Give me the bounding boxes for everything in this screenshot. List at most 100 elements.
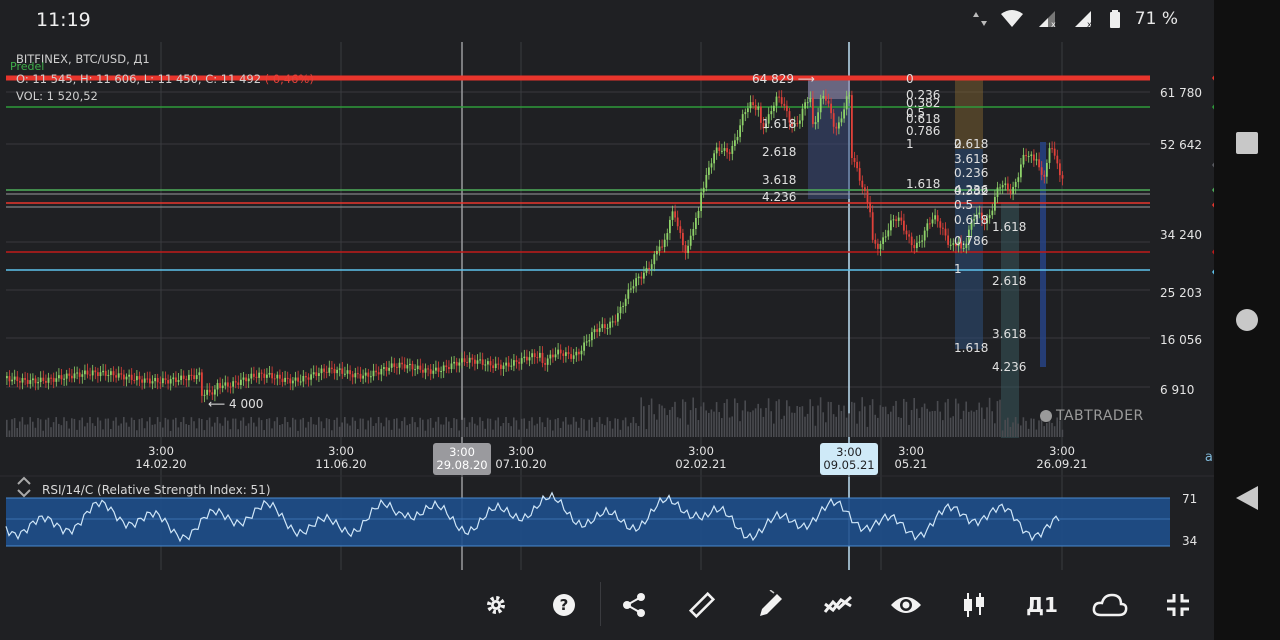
volume-bar <box>383 426 385 437</box>
volume-bar <box>960 419 962 437</box>
tick-date: 26.09.21 <box>1036 457 1088 471</box>
volume-bar <box>492 429 494 437</box>
volume-bar <box>219 423 221 437</box>
volume-bar <box>97 417 99 437</box>
volume-bar <box>869 405 871 437</box>
volume-bar <box>437 417 440 437</box>
volume-bar <box>536 423 538 437</box>
volume-bar <box>276 417 278 437</box>
price-chart[interactable] <box>0 42 1214 570</box>
volume-bar <box>791 412 793 437</box>
cloud-button[interactable] <box>1092 588 1128 622</box>
volume-bar <box>453 418 455 437</box>
volume-bar <box>312 424 315 437</box>
help-button[interactable]: ? <box>546 588 582 622</box>
volume-bar <box>55 417 57 437</box>
android-nav-bar <box>1214 0 1280 640</box>
recents-button[interactable] <box>1214 120 1280 166</box>
volume-bar <box>115 417 117 437</box>
volume-bar <box>609 421 611 437</box>
volume-bar <box>1020 425 1022 437</box>
volume-bar <box>895 400 897 437</box>
volume-bar <box>817 405 819 437</box>
volume-bar <box>910 410 913 437</box>
volume-bar <box>448 421 450 437</box>
battery-level: 71 % <box>1134 9 1178 29</box>
visibility-button[interactable] <box>888 588 924 622</box>
volume-bar <box>461 419 463 437</box>
volume-bar <box>45 419 47 437</box>
volume-bar <box>245 425 247 437</box>
volume-bar <box>871 399 874 437</box>
candles-icon <box>964 593 984 617</box>
volume-bar <box>263 430 265 437</box>
volume-bar <box>479 417 481 437</box>
volume-bar <box>84 426 86 437</box>
fib-level-right-b: 4.236 <box>992 360 1027 374</box>
volume-bar <box>91 423 94 437</box>
fib-level-main: 0.236 <box>906 88 941 102</box>
volume-bar <box>1014 417 1017 437</box>
timeframe-button[interactable]: Д1 <box>1024 588 1060 622</box>
volume-bar <box>346 423 349 437</box>
volume-bar <box>149 417 151 437</box>
volume-bar <box>481 420 484 437</box>
volume-bar <box>663 408 666 437</box>
volume-bar <box>336 417 338 437</box>
marker-time: 3:00 <box>836 445 862 459</box>
back-button[interactable] <box>1214 475 1280 521</box>
volume-bar <box>266 418 268 437</box>
crosshair-date-marker[interactable]: 3:00 09.05.21 <box>820 443 878 475</box>
volume-bar <box>432 427 434 437</box>
volume-bar <box>598 417 601 437</box>
volume-bar <box>1007 417 1009 437</box>
volume-bar <box>341 422 343 437</box>
volume-bar <box>747 411 749 437</box>
volume-bar <box>201 419 203 437</box>
fullscreen-exit-button[interactable] <box>1160 588 1196 622</box>
ruler-button[interactable] <box>684 588 720 622</box>
share-button[interactable] <box>616 588 652 622</box>
volume-bar <box>510 426 512 437</box>
volume-bar <box>468 422 471 437</box>
volume-bar <box>474 423 476 437</box>
volume-bar <box>687 424 689 437</box>
volume-bar <box>832 414 835 437</box>
volume-bar <box>723 402 726 437</box>
volume-bar <box>354 420 356 437</box>
volume-bar <box>991 411 993 437</box>
volume-bar <box>637 425 640 437</box>
volume-bar <box>965 401 967 437</box>
draw-button[interactable] <box>752 588 788 622</box>
volume-bar <box>903 398 905 437</box>
volume-bar <box>773 423 775 437</box>
indicators-button[interactable] <box>820 588 856 622</box>
settings-button[interactable] <box>478 588 514 622</box>
volume-bar <box>864 406 866 437</box>
volume-bar <box>63 417 65 437</box>
volume-bar <box>887 414 889 437</box>
volume-bar <box>318 417 320 437</box>
volume-bar <box>138 419 141 437</box>
panel-resize-icon[interactable] <box>16 476 32 498</box>
volume-bar <box>232 418 234 437</box>
volume-bar <box>1046 423 1048 437</box>
home-button[interactable] <box>1214 297 1280 343</box>
volume-bar <box>643 406 645 437</box>
volume-bar <box>624 417 627 437</box>
volume-bar <box>708 412 710 437</box>
volume-bar <box>367 420 369 437</box>
volume-bar <box>988 397 991 437</box>
predel-label: Predel <box>10 60 45 73</box>
volume-bar <box>754 408 757 437</box>
fib-level-right: 1 <box>954 262 962 276</box>
volume-bar <box>6 419 8 437</box>
volume-bar <box>676 417 679 437</box>
volume-bar <box>799 406 801 437</box>
crosshair-date-marker[interactable]: 3:00 29.08.20 <box>433 443 491 475</box>
chart-type-button[interactable] <box>956 588 992 622</box>
volume-bar <box>107 418 109 437</box>
battery-icon <box>1109 10 1120 28</box>
volume-bar <box>359 418 362 437</box>
volume-bar <box>206 420 208 437</box>
